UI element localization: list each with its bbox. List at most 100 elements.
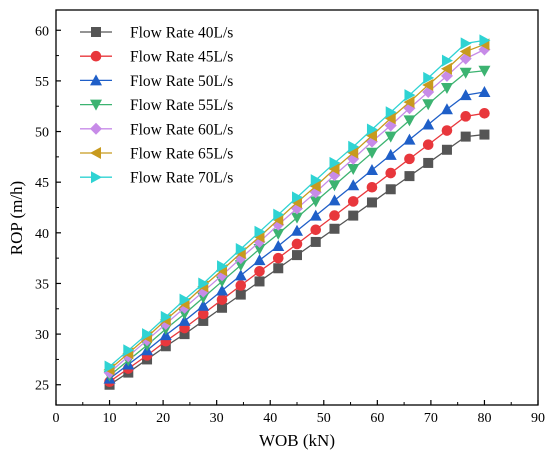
x-tick-label: 40	[263, 411, 277, 426]
legend-marker	[91, 171, 102, 184]
data-point	[441, 144, 452, 155]
x-tick-label: 80	[477, 411, 491, 426]
data-point	[292, 250, 302, 261]
y-tick-label: 40	[35, 227, 49, 242]
data-point	[422, 139, 434, 151]
data-point	[272, 252, 284, 264]
legend-marker	[90, 74, 102, 86]
data-point	[216, 284, 229, 296]
legend-entry: Flow Rate 55L/s	[80, 97, 233, 114]
data-point	[365, 147, 378, 159]
data-point	[403, 115, 416, 127]
data-point	[423, 157, 434, 168]
data-point	[440, 82, 453, 94]
data-point	[329, 210, 340, 221]
data-point	[385, 106, 397, 119]
data-point	[160, 310, 172, 323]
data-point	[422, 118, 435, 130]
y-tick-label: 25	[35, 379, 49, 394]
data-point	[404, 153, 415, 165]
data-point	[216, 294, 228, 305]
data-point	[384, 148, 397, 160]
data-point	[365, 164, 378, 176]
x-tick-label: 60	[370, 411, 384, 426]
data-point	[459, 45, 471, 58]
y-tick-label: 55	[35, 75, 49, 90]
legend-label: Flow Rate 65L/s	[130, 146, 233, 163]
legend-marker	[90, 50, 102, 62]
data-point	[328, 194, 341, 206]
data-point	[347, 146, 359, 159]
legend-marker	[90, 122, 102, 135]
x-tick-label: 90	[531, 411, 545, 426]
data-point	[272, 213, 284, 226]
data-point	[329, 223, 340, 234]
data-point	[291, 196, 302, 209]
y-tick-label: 50	[35, 126, 49, 141]
data-point	[479, 129, 490, 140]
data-point	[198, 315, 209, 326]
data-point	[309, 209, 322, 221]
data-point	[384, 131, 397, 143]
data-point	[142, 328, 154, 341]
data-point	[253, 254, 266, 266]
data-point	[104, 360, 116, 373]
data-point	[123, 344, 135, 357]
data-point	[348, 210, 359, 221]
data-point	[178, 308, 191, 320]
data-point	[310, 236, 321, 247]
data-point	[365, 129, 377, 142]
data-point	[234, 269, 247, 281]
data-point	[329, 156, 341, 169]
data-point	[197, 292, 210, 304]
y-tick-label: 60	[35, 24, 49, 39]
legend-marker	[90, 99, 102, 111]
data-point	[460, 37, 472, 50]
data-point	[235, 243, 247, 256]
legend-entry: Flow Rate 40L/s	[80, 25, 233, 42]
data-point	[310, 174, 322, 187]
data-point	[348, 140, 360, 153]
y-tick-label: 35	[35, 277, 49, 292]
data-point	[309, 196, 322, 208]
data-point	[273, 208, 285, 221]
data-point	[347, 196, 359, 207]
data-point	[197, 308, 209, 320]
data-point	[460, 131, 471, 142]
data-point	[309, 180, 321, 193]
data-point	[478, 65, 491, 77]
data-point	[460, 111, 472, 122]
data-point	[328, 180, 341, 192]
x-tick-label: 50	[317, 411, 331, 426]
data-point	[235, 280, 247, 291]
x-tick-label: 20	[156, 411, 170, 426]
data-point	[479, 34, 491, 47]
data-point	[403, 96, 415, 109]
data-point	[291, 224, 303, 236]
legend-entry: Flow Rate 50L/s	[80, 73, 233, 90]
series-3	[103, 86, 491, 384]
data-point	[310, 224, 322, 236]
series-6	[103, 38, 490, 376]
series-1	[104, 129, 490, 390]
data-point	[254, 225, 266, 238]
data-point	[292, 191, 303, 204]
y-tick-label: 45	[35, 176, 49, 191]
data-point	[254, 266, 265, 277]
data-point	[253, 230, 265, 243]
data-point	[459, 89, 472, 101]
series-5	[103, 43, 491, 379]
data-point	[235, 289, 246, 300]
legend-label: Flow Rate 50L/s	[130, 73, 233, 90]
data-point	[440, 103, 453, 115]
data-point	[217, 260, 229, 273]
legend-label: Flow Rate 45L/s	[130, 49, 233, 66]
data-point	[404, 171, 415, 182]
legend-label: Flow Rate 40L/s	[130, 25, 233, 42]
data-point	[441, 54, 453, 67]
data-point	[179, 293, 191, 306]
data-point	[197, 299, 210, 311]
data-point	[478, 86, 491, 98]
legend-label: Flow Rate 60L/s	[130, 121, 233, 138]
